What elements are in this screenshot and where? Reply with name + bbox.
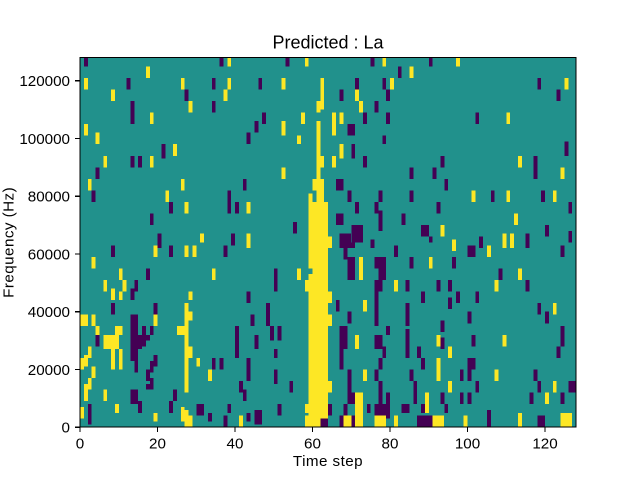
svg-text:Frequency (Hz): Frequency (Hz) [1,187,18,298]
svg-text:80: 80 [382,435,399,452]
svg-text:120000: 120000 [19,73,70,90]
svg-text:20000: 20000 [28,362,70,379]
svg-text:40000: 40000 [28,304,70,321]
svg-text:100: 100 [455,435,480,452]
svg-text:120: 120 [532,435,557,452]
svg-text:100000: 100000 [19,131,70,148]
svg-text:Time step: Time step [293,453,363,470]
svg-text:0: 0 [62,420,70,437]
svg-text:20: 20 [149,435,166,452]
svg-text:0: 0 [76,435,84,452]
svg-text:40: 40 [227,435,244,452]
svg-text:Predicted : La: Predicted : La [272,33,384,53]
svg-text:60000: 60000 [28,246,70,263]
svg-text:60: 60 [304,435,321,452]
svg-text:80000: 80000 [28,189,70,206]
